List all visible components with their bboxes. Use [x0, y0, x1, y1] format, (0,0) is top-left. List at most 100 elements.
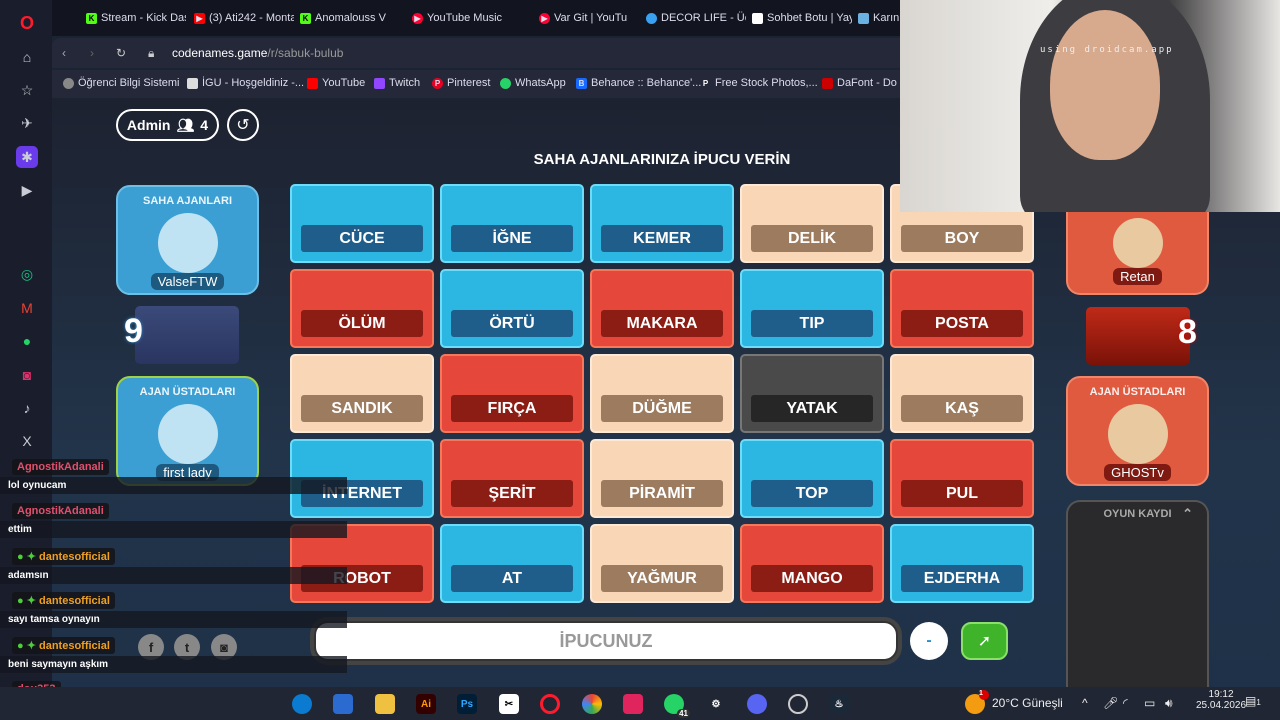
tab-youtube-music[interactable]: ▶ YouTube Music [412, 8, 512, 28]
admin-button[interactable]: Admin 👥︎ 4 [116, 109, 219, 141]
twitter-icon[interactable]: t [174, 634, 200, 660]
word-card[interactable]: MAKARA [590, 269, 734, 348]
word-card[interactable]: DÜĞME [590, 354, 734, 433]
chatgpt-icon[interactable]: ◎ [20, 265, 34, 282]
word-card[interactable]: YATAK [740, 354, 884, 433]
discord-icon[interactable] [747, 694, 767, 714]
star-icon[interactable]: ☆ [20, 81, 34, 98]
tab-sohbet-botu[interactable]: Sohbet Botu | Yay [752, 8, 852, 28]
chat-username[interactable]: AgnostikAdanali [12, 459, 109, 475]
player-icon[interactable]: ▶ [21, 181, 33, 198]
player-name[interactable]: ValseFTW [150, 273, 225, 290]
volume-icon[interactable]: 🔊︎ [1165, 696, 1173, 710]
give-clue-button[interactable]: ➚ [961, 622, 1008, 660]
word-card[interactable]: KEMER [590, 184, 734, 263]
wifi-icon[interactable]: ◜ [1123, 696, 1128, 710]
outlook-icon[interactable] [333, 694, 353, 714]
tray-chevron-icon[interactable]: ^ [1082, 696, 1088, 710]
home-icon[interactable]: ⌂ [22, 49, 32, 65]
word-card[interactable]: MANGO [740, 524, 884, 603]
steam-icon[interactable]: ♨ [829, 694, 849, 714]
settings-icon[interactable]: ⚙ [711, 698, 721, 710]
chat-text: lol oynucam [0, 477, 347, 494]
bookmark-pinterest[interactable]: P Pinterest [432, 77, 490, 89]
player-name[interactable]: first lady [156, 464, 219, 481]
word-card[interactable]: DELİK [740, 184, 884, 263]
whatsapp-icon[interactable]: 41 [664, 694, 690, 718]
chat-username[interactable]: AgnostikAdanali [12, 503, 109, 519]
clue-count-selector[interactable]: - [910, 622, 948, 660]
battery-icon[interactable]: ▭ [1144, 696, 1156, 710]
chevron-up-icon[interactable]: ⌃ [1182, 506, 1193, 521]
chat-username[interactable]: ● ✦ dantesofficial [12, 592, 115, 609]
word-card[interactable]: PİRAMİT [590, 439, 734, 518]
players-icon: 👥︎ [176, 116, 195, 133]
word-card[interactable]: SANDIK [290, 354, 434, 433]
illustrator-icon[interactable]: Ai [416, 694, 436, 714]
tab-var-git[interactable]: ▶ Var Git | YouTu [539, 8, 639, 28]
aria-icon[interactable]: ✈ [21, 114, 33, 131]
opera-logo-icon[interactable]: O [19, 12, 34, 33]
forward-icon[interactable]: › [90, 46, 94, 60]
word-card[interactable]: FIRÇA [440, 354, 584, 433]
clue-input[interactable]: İPUCUNUZ [314, 621, 898, 661]
word-card[interactable]: ŞERİT [440, 439, 584, 518]
document-icon [187, 77, 198, 89]
clock[interactable]: 19:12 25.04.2026 [1196, 689, 1246, 711]
obs-icon[interactable] [788, 694, 808, 714]
facebook-icon[interactable]: f [138, 634, 164, 660]
extension-icon[interactable]: ✱ [16, 146, 38, 168]
bookmark-behance[interactable]: B Behance :: Behance'... [576, 77, 701, 89]
x-icon[interactable]: X [22, 433, 32, 449]
instagram-icon[interactable]: ◙ [211, 634, 237, 660]
bookmark-pexels[interactable]: P Free Stock Photos,... [700, 77, 818, 89]
edge-icon[interactable] [292, 694, 312, 714]
player-name[interactable]: GHOSTv [1104, 464, 1171, 481]
url-field[interactable]: codenames.game/r/sabuk-bulub [172, 46, 343, 60]
bookmark-igu[interactable]: İGU - Hoşgeldiniz -... [187, 77, 304, 89]
explorer-icon[interactable] [375, 694, 395, 714]
player-name[interactable]: Retan [1113, 268, 1162, 285]
microphone-icon[interactable]: 🎤︎ [1103, 696, 1119, 710]
back-icon[interactable]: ‹ [62, 46, 66, 60]
bookmark-whatsapp[interactable]: WhatsApp [500, 77, 566, 89]
whatsapp-icon[interactable]: ● [22, 333, 32, 349]
word-card[interactable]: İĞNE [440, 184, 584, 263]
bookmark-twitch[interactable]: Twitch [374, 77, 420, 89]
reset-button[interactable]: ↺ [227, 109, 259, 141]
tab-decor-life[interactable]: DECOR LIFE - Ücre [646, 8, 746, 28]
tiktok-icon[interactable]: ♪ [23, 400, 31, 416]
gmail-icon[interactable]: M [21, 300, 33, 316]
opera-icon[interactable] [540, 694, 560, 714]
tab-kick-stream[interactable]: K Stream - Kick Dash [86, 8, 186, 28]
bookmark-obs[interactable]: Öğrenci Bilgi Sistemi [63, 77, 179, 89]
tab-youtube[interactable]: ▶ (3) Ati242 - Monta [194, 8, 294, 28]
chrome-icon[interactable] [582, 694, 602, 714]
word-card[interactable]: CÜCE [290, 184, 434, 263]
chat-message: AgnostikAdanali lol oynucam [0, 459, 347, 494]
word-card[interactable]: TOP [740, 439, 884, 518]
app-icon[interactable] [623, 694, 643, 714]
chat-username[interactable]: ● ✦ dantesofficial [12, 548, 115, 565]
notifications-icon[interactable]: ▤1 [1245, 694, 1261, 708]
chat-username[interactable]: ● ✦ dantesofficial [12, 637, 115, 654]
word-card[interactable]: KAŞ [890, 354, 1034, 433]
instagram-icon[interactable]: ◙ [22, 367, 32, 383]
weather-text[interactable]: 20°C Güneşli [992, 696, 1063, 710]
word-card[interactable]: PUL [890, 439, 1034, 518]
word-card[interactable]: ÖRTÜ [440, 269, 584, 348]
tab-kick-anomalouss[interactable]: K Anomalouss V [300, 8, 400, 28]
word-card[interactable]: EJDERHA [890, 524, 1034, 603]
word-card[interactable]: AT [440, 524, 584, 603]
photoshop-icon[interactable]: Ps [457, 694, 477, 714]
word-card[interactable]: YAĞMUR [590, 524, 734, 603]
word-card[interactable]: TIP [740, 269, 884, 348]
bookmark-dafont[interactable]: DaFont - Do [822, 77, 897, 89]
word-card[interactable]: ÖLÜM [290, 269, 434, 348]
weather-icon[interactable]: 1 [965, 690, 989, 714]
word-card[interactable]: POSTA [890, 269, 1034, 348]
capcut-icon[interactable]: ✂ [499, 694, 519, 714]
bookmark-youtube[interactable]: YouTube [307, 77, 365, 89]
reload-icon[interactable]: ↻ [116, 46, 127, 60]
tab-karin[interactable]: Karın [858, 8, 900, 28]
